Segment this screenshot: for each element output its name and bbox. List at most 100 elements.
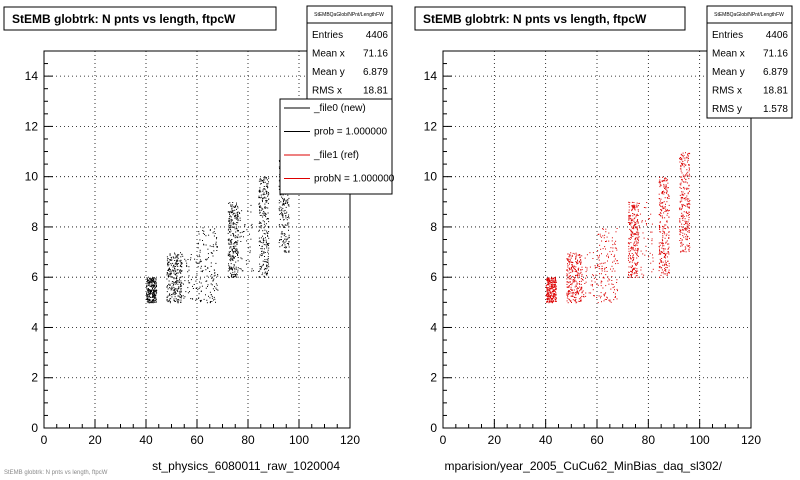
data-point bbox=[668, 237, 670, 239]
data-point bbox=[553, 289, 555, 291]
data-point bbox=[235, 241, 237, 243]
data-point bbox=[607, 260, 608, 262]
data-point bbox=[198, 254, 200, 256]
data-point bbox=[547, 284, 549, 285]
data-point bbox=[658, 225, 660, 226]
data-point bbox=[659, 176, 661, 178]
data-point bbox=[642, 232, 644, 234]
data-point bbox=[175, 281, 177, 283]
data-point bbox=[184, 296, 186, 298]
data-point bbox=[569, 259, 571, 261]
data-point bbox=[186, 262, 188, 264]
data-point bbox=[229, 269, 230, 271]
data-point bbox=[575, 297, 577, 298]
data-point bbox=[263, 188, 265, 190]
data-point bbox=[573, 267, 574, 269]
data-point bbox=[659, 213, 661, 215]
data-point bbox=[228, 243, 230, 245]
data-point bbox=[230, 224, 232, 226]
data-point bbox=[576, 263, 578, 265]
data-point bbox=[175, 266, 177, 267]
data-point bbox=[262, 220, 264, 222]
data-point bbox=[234, 216, 236, 218]
data-point bbox=[547, 301, 548, 303]
data-point bbox=[650, 231, 652, 233]
data-point bbox=[569, 277, 571, 279]
data-point bbox=[570, 278, 572, 280]
data-point bbox=[663, 193, 665, 195]
data-point bbox=[146, 292, 148, 294]
data-point bbox=[216, 288, 218, 290]
data-point bbox=[551, 280, 553, 282]
data-point bbox=[679, 221, 681, 223]
data-point bbox=[685, 221, 687, 223]
data-point bbox=[682, 164, 683, 166]
data-point bbox=[636, 242, 638, 244]
data-point bbox=[631, 201, 633, 203]
data-point bbox=[645, 220, 646, 222]
data-point bbox=[176, 280, 178, 282]
x-tick-label: 120 bbox=[741, 433, 761, 447]
data-point bbox=[147, 288, 149, 289]
data-point bbox=[236, 217, 238, 219]
data-point bbox=[214, 233, 216, 234]
data-point bbox=[555, 294, 557, 296]
data-point bbox=[227, 253, 229, 255]
data-point bbox=[264, 207, 266, 209]
data-point bbox=[235, 217, 237, 219]
data-point bbox=[146, 294, 148, 296]
data-point bbox=[268, 253, 269, 255]
data-point bbox=[258, 237, 260, 239]
data-point bbox=[600, 295, 602, 297]
data-point bbox=[611, 280, 613, 281]
data-point bbox=[207, 253, 209, 255]
data-point bbox=[173, 283, 175, 285]
data-point bbox=[268, 221, 270, 223]
data-point bbox=[244, 225, 246, 227]
data-point bbox=[566, 294, 568, 296]
data-point bbox=[631, 210, 633, 212]
data-point bbox=[646, 224, 647, 226]
data-point bbox=[548, 288, 550, 290]
data-point bbox=[155, 291, 157, 293]
data-point bbox=[605, 231, 607, 233]
data-point bbox=[682, 235, 684, 237]
data-point bbox=[287, 222, 288, 224]
data-point bbox=[686, 212, 688, 214]
data-point bbox=[235, 236, 237, 238]
data-point bbox=[680, 153, 682, 155]
data-point bbox=[660, 231, 662, 233]
data-point bbox=[681, 194, 683, 196]
data-point bbox=[554, 283, 556, 285]
data-point bbox=[603, 237, 605, 239]
data-point bbox=[591, 280, 593, 282]
data-point bbox=[169, 253, 171, 255]
data-point bbox=[581, 255, 583, 257]
data-point bbox=[260, 237, 262, 239]
data-point bbox=[177, 272, 179, 274]
data-point bbox=[687, 161, 688, 163]
data-point bbox=[172, 289, 174, 291]
data-point bbox=[681, 214, 683, 216]
data-point bbox=[179, 293, 181, 295]
data-point bbox=[567, 295, 569, 297]
data-point bbox=[186, 264, 188, 266]
data-point bbox=[264, 188, 266, 190]
data-point bbox=[571, 256, 573, 257]
right-chart-panel: StEMB globtrk: N pnts vs length, ftpcW 0… bbox=[414, 5, 793, 473]
data-point bbox=[567, 259, 568, 261]
data-point bbox=[180, 284, 182, 286]
data-point bbox=[665, 208, 667, 210]
data-point bbox=[574, 299, 576, 301]
data-point bbox=[685, 251, 687, 253]
data-point bbox=[287, 237, 289, 239]
data-point bbox=[605, 285, 607, 287]
data-point bbox=[181, 282, 183, 284]
data-point bbox=[205, 294, 206, 296]
data-point bbox=[227, 270, 229, 272]
data-point bbox=[234, 207, 236, 208]
data-point bbox=[628, 259, 629, 261]
data-point bbox=[237, 257, 239, 258]
data-point bbox=[575, 285, 577, 287]
data-point bbox=[682, 226, 684, 228]
